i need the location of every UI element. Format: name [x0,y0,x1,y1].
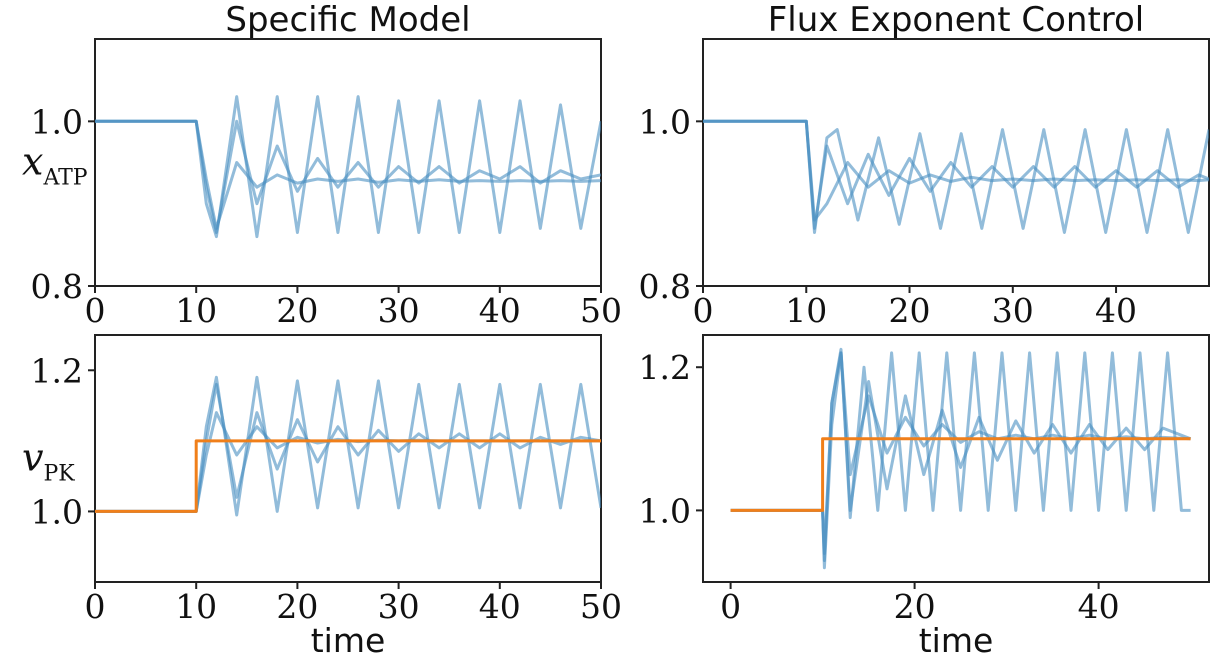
x-tick-label: 30 [992,291,1034,330]
x-tick-label: 40 [1078,587,1120,626]
reference-line-3 [730,437,1191,512]
x-tick-label: 10 [785,291,827,330]
y-tick-label: 1.2 [31,351,83,390]
x-tick-label: 0 [85,291,106,330]
series-line-2 [703,119,1209,234]
series-line-1 [703,119,1209,230]
x-tick-label: 20 [894,587,936,626]
y-tick-label: 1.2 [639,348,691,387]
x-axis-label: time [311,621,386,660]
y-axis-label: vPK [22,436,75,487]
plot-frame [94,334,602,583]
x-axis-label: time [919,621,994,660]
y-tick-label: 1.0 [639,491,691,530]
x-tick-label: 40 [479,587,521,626]
axis-ticks: 0 10 20 30 40 0.8 1.0 [639,102,1138,330]
x-tick-label: 20 [276,587,318,626]
x-tick-label: 30 [378,587,420,626]
plot-frame [94,38,602,287]
panel-specific-model-xatp: 0 10 20 30 40 50 0.8 1.0 Specific Model xATP [22,0,622,330]
panel-specific-model-vpk: 0 10 20 30 40 50 1.0 1.2 vPK time [22,334,622,660]
x-tick-label: 50 [580,587,622,626]
reference-line-3 [95,439,601,513]
chart-lines [95,95,601,239]
series-line-2 [95,95,601,239]
series-line-0 [95,411,601,513]
y-tick-label: 0.8 [31,267,83,306]
axis-ticks: 0 20 40 1.0 1.2 [639,348,1120,626]
y-tick-label: 0.8 [639,267,691,306]
y-tick-label: 1.0 [31,102,83,141]
x-tick-label: 10 [175,587,217,626]
axis-ticks: 0 10 20 30 40 50 1.0 1.2 [31,351,622,626]
series-line-1 [95,119,601,234]
chart-lines [730,347,1192,570]
x-tick-label: 50 [580,291,622,330]
axis-ticks: 0 10 20 30 40 50 0.8 1.0 [31,102,622,330]
chart-lines [703,119,1209,234]
x-tick-label: 20 [276,291,318,330]
chart-title: Specific Model [225,0,470,40]
x-tick-label: 20 [889,291,931,330]
x-tick-label: 0 [693,291,714,330]
x-tick-label: 40 [479,291,521,330]
plot-frame [702,334,1210,583]
x-tick-label: 0 [85,587,106,626]
series-line-0 [95,119,601,230]
x-tick-label: 30 [378,291,420,330]
chart-title: Flux Exponent Control [768,0,1145,40]
panel-flux-exponent-xatp: 0 10 20 30 40 0.8 1.0 Flux Exponent Control [639,0,1210,330]
x-tick-label: 40 [1095,291,1137,330]
series-line-2 [730,347,1191,555]
y-tick-label: 1.0 [639,102,691,141]
x-tick-label: 10 [175,291,217,330]
x-tick-label: 0 [720,587,741,626]
chart-lines [95,375,601,517]
y-axis-label: xATP [22,140,88,191]
plot-frame [702,38,1210,287]
y-tick-label: 1.0 [31,492,83,531]
series-line-2 [95,375,601,517]
